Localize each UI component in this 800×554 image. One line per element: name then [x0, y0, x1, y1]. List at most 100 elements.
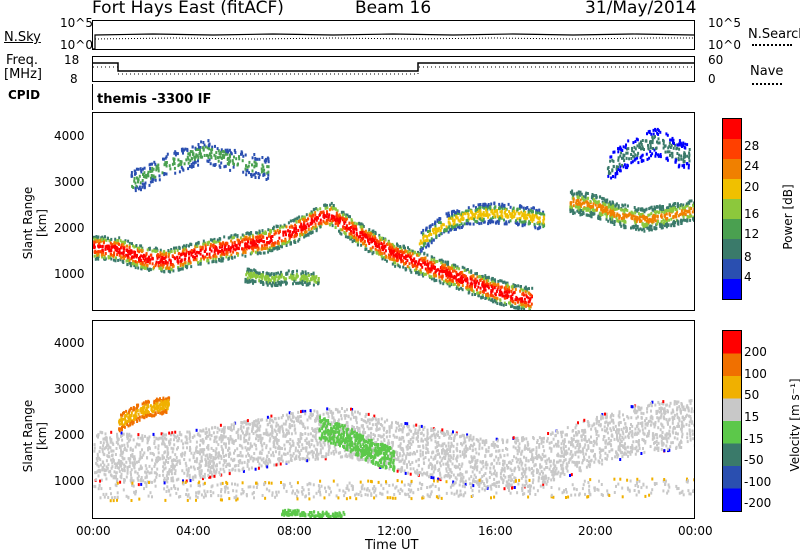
power-cell: [448, 223, 451, 227]
power-cell: [148, 246, 151, 250]
power-cell: [672, 141, 674, 144]
power-cell: [350, 232, 353, 236]
power-cell: [676, 143, 679, 147]
power-cell: [122, 259, 124, 263]
power-cell: [504, 214, 507, 218]
velocity-cell: [478, 470, 481, 474]
power-cell: [133, 245, 136, 249]
power-cell: [524, 217, 527, 221]
power-cell: [152, 177, 155, 181]
power-cell: [462, 280, 464, 284]
power-cell: [153, 160, 156, 164]
power-cell: [501, 215, 504, 219]
power-cell: [433, 267, 436, 271]
power-cell: [306, 279, 309, 283]
power-cell: [229, 168, 232, 172]
power-cell: [310, 273, 313, 276]
power-cell: [440, 269, 443, 273]
power-cell: [226, 148, 229, 152]
power-cell: [621, 219, 624, 223]
power-cell: [209, 247, 212, 250]
power-cell: [684, 155, 686, 159]
power-cell: [177, 267, 180, 271]
power-cell: [379, 252, 382, 256]
velocity-cell: [426, 441, 429, 445]
power-cell: [284, 280, 287, 284]
power-cell: [136, 263, 139, 267]
power-cell: [285, 244, 288, 247]
power-cell: [242, 237, 245, 241]
velocity-cell: [188, 430, 191, 434]
velocity-cell: [220, 445, 223, 448]
power-cell: [522, 206, 525, 210]
power-cell: [203, 250, 206, 253]
power-cell: [501, 202, 504, 206]
noise-panel: [92, 20, 695, 50]
velocity-cell: [576, 442, 579, 446]
velocity-cell: [274, 446, 277, 450]
power-cell: [472, 274, 475, 278]
power-cell: [149, 167, 152, 170]
power-cell: [285, 225, 288, 229]
power-cell: [212, 257, 215, 261]
power-cell: [499, 210, 502, 214]
power-cell: [288, 225, 291, 229]
power-cell: [195, 254, 198, 258]
power-cell: [302, 271, 305, 275]
power-cell: [502, 280, 505, 284]
power-cell: [404, 262, 407, 265]
velocity-cell: [650, 420, 653, 424]
power-cell: [686, 204, 689, 208]
power-cell: [296, 217, 299, 221]
power-cell: [664, 217, 667, 221]
power-cell: [359, 231, 362, 235]
power-cell: [160, 257, 163, 261]
power-cell: [98, 242, 101, 246]
power-cell: [161, 252, 164, 256]
power-cell: [468, 285, 471, 288]
power-cell: [659, 224, 662, 228]
velocity-cell: [489, 470, 491, 474]
power-cell: [490, 289, 493, 293]
velocity-cell: [169, 433, 172, 437]
power-cell: [93, 250, 96, 254]
velocity-cell: [367, 460, 369, 464]
power-cell: [505, 207, 508, 211]
power-cell: [253, 274, 256, 278]
power-cell: [669, 138, 672, 142]
power-cell: [146, 248, 149, 252]
power-cell: [330, 221, 333, 225]
power-cell: [464, 212, 467, 216]
power-cell: [619, 154, 622, 158]
power-cell: [447, 230, 450, 234]
power-cell: [422, 258, 425, 262]
power-cell: [307, 272, 310, 276]
power-cell: [432, 263, 435, 267]
power-cell: [216, 238, 219, 242]
power-cell: [615, 202, 618, 206]
power-cell: [300, 281, 303, 285]
power-cell: [453, 274, 456, 278]
power-cell: [114, 248, 117, 252]
power-cell: [245, 245, 248, 249]
power-cell: [667, 146, 670, 150]
power-cell: [104, 245, 107, 249]
power-cell: [453, 266, 455, 270]
power-cell: [217, 159, 220, 163]
power-cell: [535, 213, 538, 217]
noise-left-tick-top: 10^5: [60, 16, 93, 30]
power-cell: [315, 226, 318, 230]
power-cell: [411, 249, 414, 253]
power-cell: [469, 277, 472, 281]
power-cell: [651, 141, 654, 145]
power-cell: [383, 244, 386, 248]
power-cell: [180, 147, 183, 151]
power-cell: [180, 160, 183, 164]
power-cell: [665, 225, 668, 229]
power-cell: [303, 220, 306, 224]
power-cell: [157, 264, 160, 268]
power-cell: [617, 150, 620, 154]
power-cell: [207, 160, 210, 163]
power-cell: [519, 285, 522, 289]
velocity-cell: [430, 438, 433, 442]
